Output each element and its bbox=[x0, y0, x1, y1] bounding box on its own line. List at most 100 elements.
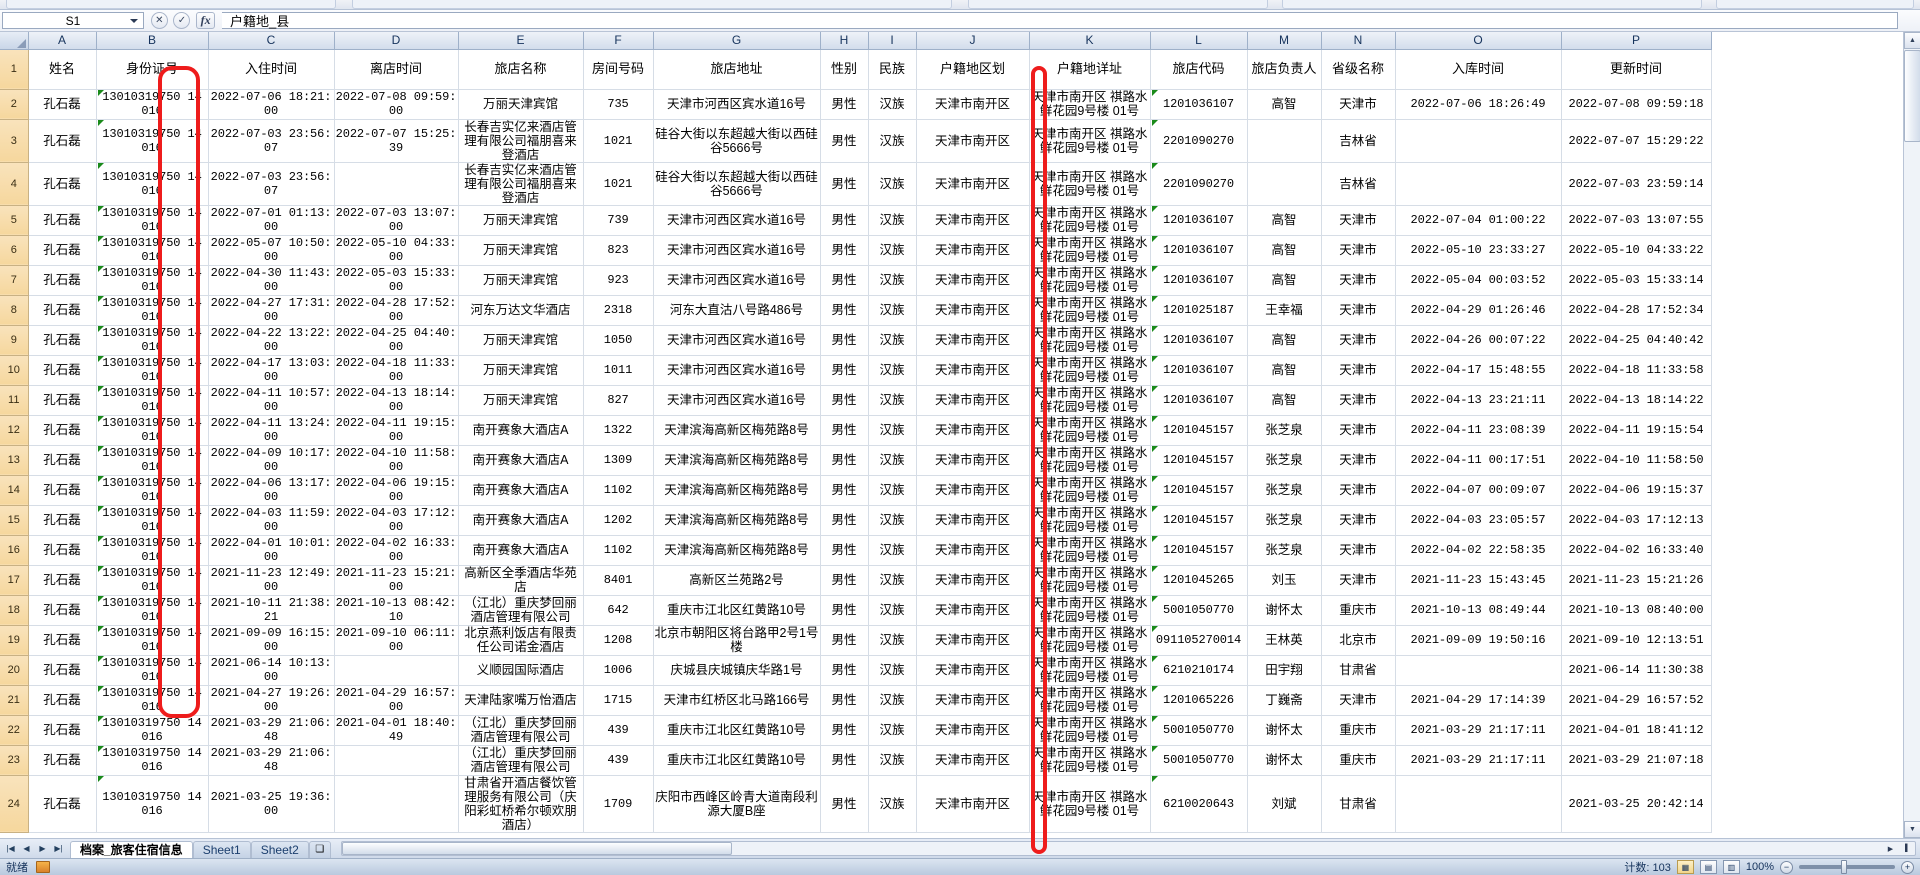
row-header-16[interactable]: 16 bbox=[0, 535, 29, 566]
column-title-cell[interactable]: 民族 bbox=[868, 49, 917, 90]
data-cell[interactable]: 2022-04-11 23:08:39 bbox=[1395, 415, 1562, 446]
data-cell[interactable]: 天津滨海高新区梅苑路8号 bbox=[653, 505, 821, 536]
data-cell[interactable]: 13010319750 14 016 bbox=[96, 119, 209, 163]
data-cell[interactable]: 天津市 bbox=[1321, 685, 1396, 716]
data-cell[interactable]: 高智 bbox=[1247, 235, 1322, 266]
data-cell[interactable]: 天津市南开区 祺路水鲜花园9号楼 01号 bbox=[1029, 505, 1151, 536]
data-cell[interactable]: 男性 bbox=[820, 89, 869, 120]
data-cell[interactable]: 天津市南开区 bbox=[916, 89, 1030, 120]
data-cell[interactable]: 2022-04-18 11:33:58 bbox=[1561, 355, 1712, 386]
data-cell[interactable]: 汉族 bbox=[868, 205, 917, 236]
data-cell[interactable]: 天津市红桥区北马路166号 bbox=[653, 685, 821, 716]
data-cell[interactable]: 2022-04-22 13:22:00 bbox=[208, 325, 335, 356]
data-cell[interactable]: 天津市南开区 bbox=[916, 235, 1030, 266]
data-cell[interactable]: 天津市南开区 祺路水鲜花园9号楼 01号 bbox=[1029, 445, 1151, 476]
data-cell[interactable]: 天津市南开区 bbox=[916, 162, 1030, 206]
data-cell[interactable]: 孔石磊 bbox=[28, 89, 97, 120]
data-cell[interactable]: 1201045157 bbox=[1150, 535, 1248, 566]
data-cell[interactable]: 天津市南开区 bbox=[916, 625, 1030, 656]
data-cell[interactable]: 男性 bbox=[820, 535, 869, 566]
data-cell[interactable]: 2022-04-02 16:33:40 bbox=[1561, 535, 1712, 566]
data-cell[interactable]: 1715 bbox=[583, 685, 654, 716]
column-header-C[interactable]: C bbox=[208, 32, 335, 50]
data-cell[interactable]: 天津市南开区 bbox=[916, 295, 1030, 326]
data-cell[interactable]: 天津市南开区 祺路水鲜花园9号楼 01号 bbox=[1029, 745, 1151, 776]
data-cell[interactable]: 天津市河西区宾水道16号 bbox=[653, 385, 821, 416]
horizontal-scroll-thumb[interactable] bbox=[341, 842, 732, 855]
zoom-slider[interactable] bbox=[1799, 860, 1895, 874]
data-cell[interactable]: 2022-04-03 17:12:00 bbox=[334, 505, 459, 536]
select-all-corner[interactable] bbox=[0, 32, 29, 50]
column-title-cell[interactable]: 入住时间 bbox=[208, 49, 335, 90]
data-cell[interactable]: 南开赛象大酒店A bbox=[458, 415, 584, 446]
data-cell[interactable]: 天津滨海高新区梅苑路8号 bbox=[653, 415, 821, 446]
data-cell[interactable]: 2022-04-11 10:57:00 bbox=[208, 385, 335, 416]
zoom-in-icon[interactable]: + bbox=[1901, 860, 1914, 874]
data-cell[interactable]: 男性 bbox=[820, 625, 869, 656]
data-cell[interactable]: 13010319750 14 016 bbox=[96, 685, 209, 716]
data-cell[interactable]: 天津市南开区 祺路水鲜花园9号楼 01号 bbox=[1029, 565, 1151, 596]
data-cell[interactable] bbox=[334, 162, 459, 206]
data-cell[interactable]: 2022-04-11 13:24:00 bbox=[208, 415, 335, 446]
data-cell[interactable]: 2022-04-02 22:58:35 bbox=[1395, 535, 1562, 566]
data-cell[interactable]: 天津市南开区 祺路水鲜花园9号楼 01号 bbox=[1029, 235, 1151, 266]
data-cell[interactable]: 天津市南开区 bbox=[916, 775, 1030, 833]
column-header-L[interactable]: L bbox=[1150, 32, 1248, 50]
data-cell[interactable]: 天津市南开区 bbox=[916, 505, 1030, 536]
data-cell[interactable]: 汉族 bbox=[868, 535, 917, 566]
data-cell[interactable]: 北京燕利饭店有限责任公司诺金酒店 bbox=[458, 625, 584, 656]
data-cell[interactable]: 汉族 bbox=[868, 715, 917, 746]
insert-worksheet-icon[interactable]: ❏ bbox=[308, 840, 331, 859]
data-cell[interactable]: 8401 bbox=[583, 565, 654, 596]
data-cell[interactable]: 甘肃省开酒店餐饮管理服务有限公司（庆阳彩虹桥希尔顿欢朋酒店） bbox=[458, 775, 584, 833]
data-cell[interactable]: 2022-04-11 19:15:00 bbox=[334, 415, 459, 446]
data-cell[interactable]: 2022-07-08 09:59:00 bbox=[334, 89, 459, 120]
sheet-tab-2[interactable]: Sheet1 bbox=[192, 840, 251, 859]
data-cell[interactable]: 2022-05-03 15:33:14 bbox=[1561, 265, 1712, 296]
row-header-9[interactable]: 9 bbox=[0, 325, 29, 356]
data-cell[interactable]: （江北）重庆梦回丽酒店管理有限公司 bbox=[458, 715, 584, 746]
data-cell[interactable]: 汉族 bbox=[868, 625, 917, 656]
data-cell[interactable]: 男性 bbox=[820, 445, 869, 476]
data-cell[interactable]: 汉族 bbox=[868, 119, 917, 163]
data-cell[interactable]: 高新区全季酒店华苑店 bbox=[458, 565, 584, 596]
column-header-G[interactable]: G bbox=[653, 32, 821, 50]
data-cell[interactable]: 重庆市江北区红黄路10号 bbox=[653, 595, 821, 626]
data-cell[interactable]: 吉林省 bbox=[1321, 162, 1396, 206]
data-cell[interactable]: 天津市南开区 祺路水鲜花园9号楼 01号 bbox=[1029, 475, 1151, 506]
data-cell[interactable]: 2022-05-10 04:33:00 bbox=[334, 235, 459, 266]
data-cell[interactable]: 张芝泉 bbox=[1247, 415, 1322, 446]
data-cell[interactable]: 1202 bbox=[583, 505, 654, 536]
data-cell[interactable]: 孔石磊 bbox=[28, 119, 97, 163]
data-cell[interactable]: 6210210174 bbox=[1150, 655, 1248, 686]
column-header-M[interactable]: M bbox=[1247, 32, 1322, 50]
data-cell[interactable] bbox=[334, 745, 459, 776]
row-header-12[interactable]: 12 bbox=[0, 415, 29, 446]
data-cell[interactable]: 孔石磊 bbox=[28, 355, 97, 386]
data-cell[interactable]: 南开赛象大酒店A bbox=[458, 505, 584, 536]
column-title-cell[interactable]: 更新时间 bbox=[1561, 49, 1712, 90]
data-cell[interactable]: 谢怀太 bbox=[1247, 595, 1322, 626]
data-cell[interactable]: 男性 bbox=[820, 119, 869, 163]
data-cell[interactable]: 1201036107 bbox=[1150, 205, 1248, 236]
zoom-out-icon[interactable]: − bbox=[1780, 860, 1793, 874]
data-cell[interactable]: 重庆市 bbox=[1321, 715, 1396, 746]
data-cell[interactable]: 2021-09-09 16:15:00 bbox=[208, 625, 335, 656]
data-cell[interactable]: 天津市南开区 bbox=[916, 565, 1030, 596]
data-cell[interactable]: 2022-05-04 00:03:52 bbox=[1395, 265, 1562, 296]
data-cell[interactable]: 2022-04-13 18:14:22 bbox=[1561, 385, 1712, 416]
data-cell[interactable]: 天津市南开区 祺路水鲜花园9号楼 01号 bbox=[1029, 325, 1151, 356]
data-cell[interactable]: 2022-04-07 00:09:07 bbox=[1395, 475, 1562, 506]
data-cell[interactable]: 男性 bbox=[820, 265, 869, 296]
data-cell[interactable]: 13010319750 14 016 bbox=[96, 325, 209, 356]
data-cell[interactable]: 硅谷大街以东超越大街以西硅谷5666号 bbox=[653, 119, 821, 163]
data-cell[interactable]: 2201090270 bbox=[1150, 119, 1248, 163]
data-cell[interactable]: 天津市南开区 祺路水鲜花园9号楼 01号 bbox=[1029, 775, 1151, 833]
data-cell[interactable]: 谢怀太 bbox=[1247, 715, 1322, 746]
data-cell[interactable]: 642 bbox=[583, 595, 654, 626]
column-title-cell[interactable]: 省级名称 bbox=[1321, 49, 1396, 90]
data-cell[interactable]: 2021-03-25 19:36:00 bbox=[208, 775, 335, 833]
data-cell[interactable]: 男性 bbox=[820, 325, 869, 356]
sheet-tab-3[interactable]: Sheet2 bbox=[250, 840, 309, 859]
data-cell[interactable]: 天津市南开区 祺路水鲜花园9号楼 01号 bbox=[1029, 385, 1151, 416]
